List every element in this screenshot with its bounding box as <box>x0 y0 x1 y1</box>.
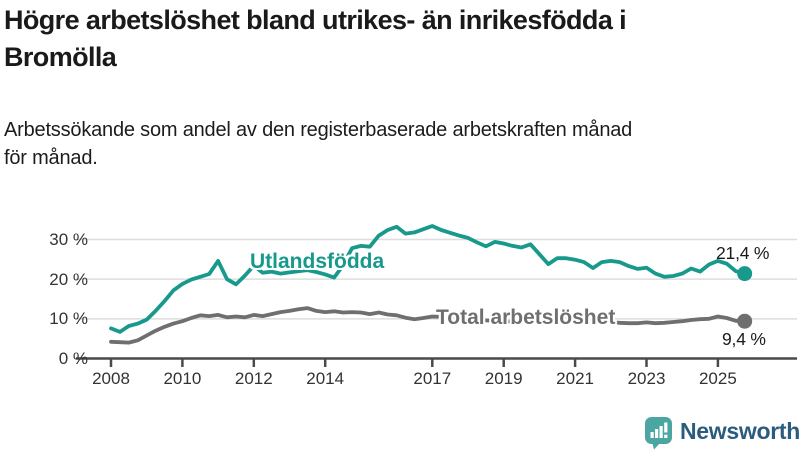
title-line-1: Högre arbetslöshet bland utrikes- än inr… <box>4 5 627 35</box>
logo-bar-2 <box>655 429 659 438</box>
x-axis-label-2025: 2025 <box>698 369 737 388</box>
x-axis-label-2012: 2012 <box>234 369 273 388</box>
x-axis-label-2008: 2008 <box>92 369 130 388</box>
end-value-utlandsfodda: 21,4 % <box>716 243 770 263</box>
y-axis-label-30: 30 % <box>49 230 88 250</box>
x-axis-label-2010: 2010 <box>163 369 202 388</box>
x-axis-label-2019: 2019 <box>484 369 523 388</box>
chart-subtitle: Arbetssökande som andel av den registerb… <box>4 116 800 172</box>
logo-bar-3 <box>659 426 663 438</box>
x-axis-label-2017: 2017 <box>413 369 452 388</box>
page-title: Högre arbetslöshet bland utrikes- än inr… <box>4 2 800 76</box>
logo-exclamation-stem <box>664 422 668 433</box>
y-axis-label-0: 0 % <box>58 349 88 368</box>
y-axis-label-10: 10 % <box>49 309 88 329</box>
logo-exclamation-dot <box>664 434 668 438</box>
title-line-2: Bromölla <box>4 42 117 72</box>
subtitle-line-2: för månad. <box>4 147 98 169</box>
logo-bar-1 <box>650 432 654 438</box>
x-axis-label-2021: 2021 <box>556 369 594 388</box>
x-axis-label-2023: 2023 <box>627 369 666 388</box>
subtitle-line-1: Arbetssökande som andel av den registerb… <box>4 119 633 141</box>
x-axis-label-2014: 2014 <box>306 369 345 388</box>
series-label-total-arbetsloshet: Total arbetslöshet <box>436 306 616 329</box>
y-axis-label-20: 20 % <box>49 269 88 289</box>
newsworthy-icon <box>645 417 672 450</box>
brand-name: Newsworthy <box>680 418 800 444</box>
series-label-utlandsfodda: Utlandsfödda <box>250 250 385 273</box>
newsworthy-logo: Newsworthy <box>644 416 800 450</box>
end-value-total: 9,4 % <box>722 329 766 349</box>
